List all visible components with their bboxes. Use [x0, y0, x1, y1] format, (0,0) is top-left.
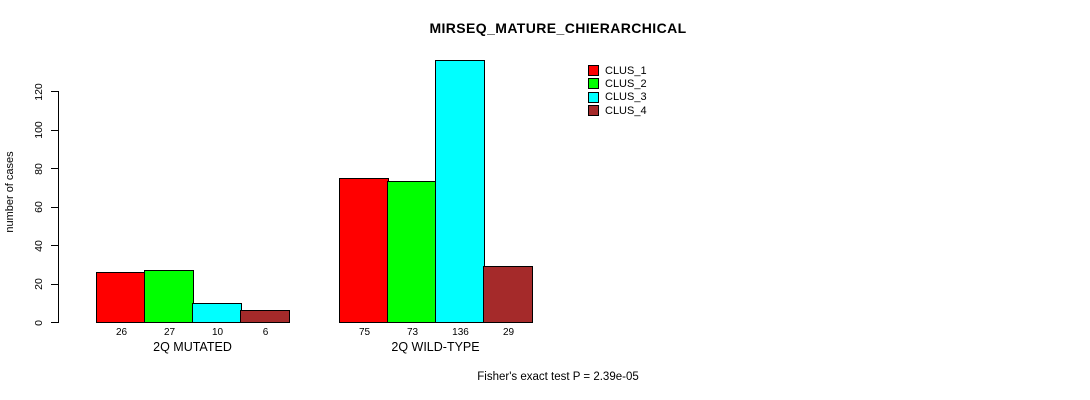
y-axis-tick-label: 0	[33, 319, 45, 326]
legend-item-clus_4: CLUS_4	[588, 104, 647, 117]
y-axis-tick-label: 100	[33, 121, 45, 139]
bar-value-label: 27	[163, 327, 176, 338]
bar-clus_2-2	[387, 181, 437, 323]
bar-clus_4-1	[240, 310, 290, 323]
legend-item-clus_1: CLUS_1	[588, 64, 647, 77]
y-axis-line	[58, 91, 59, 323]
y-axis-tick	[51, 91, 58, 92]
x-axis-group-label: 2Q WILD-TYPE	[391, 340, 480, 354]
y-axis-tick	[51, 129, 58, 131]
bar-value-label: 136	[452, 327, 469, 338]
x-axis-group-label: 2Q MUTATED	[153, 340, 232, 354]
y-axis-tick	[51, 283, 58, 285]
y-axis-tick	[51, 168, 58, 169]
y-axis-tick	[51, 245, 58, 246]
bar-value-label: 29	[502, 327, 515, 338]
legend-item-clus_3: CLUS_3	[588, 91, 647, 104]
bar-value-label: 73	[406, 327, 419, 338]
y-axis-tick-label: 120	[33, 82, 45, 101]
bar-value-label: 10	[211, 327, 224, 338]
bar-value-label: 26	[115, 327, 128, 338]
chart-title: MIRSEQ_MATURE_CHIERARCHICAL	[429, 20, 687, 36]
legend-item-clus_2: CLUS_2	[588, 77, 647, 90]
fisher-test-annotation: Fisher's exact test P = 2.39e-05	[477, 371, 639, 383]
bar-clus_4-2	[483, 266, 533, 323]
y-axis-tick	[51, 322, 58, 323]
legend-swatch-icon	[588, 65, 599, 77]
y-axis-tick	[51, 206, 58, 208]
legend-label: CLUS_3	[605, 91, 647, 104]
bar-value-label: 6	[262, 327, 269, 338]
legend-label: CLUS_4	[605, 104, 647, 117]
bar-clus_1-2	[339, 178, 389, 323]
legend: CLUS_1 CLUS_2 CLUS_3 CLUS_4	[588, 64, 647, 117]
y-axis-tick-label: 20	[33, 278, 45, 290]
bar-clus_3-2	[435, 60, 485, 323]
bar-clus_2-1	[144, 270, 194, 323]
bar-value-label: 75	[358, 327, 371, 338]
legend-swatch-icon	[588, 105, 599, 117]
legend-swatch-icon	[588, 91, 599, 103]
legend-swatch-icon	[588, 78, 599, 90]
y-axis-tick-label: 80	[33, 162, 45, 175]
y-axis-tick-label: 60	[33, 201, 45, 213]
bar-clus_3-1	[192, 303, 242, 323]
y-axis-label: number of cases	[4, 151, 16, 233]
y-axis-tick-label: 40	[33, 239, 45, 252]
legend-label: CLUS_1	[605, 64, 647, 77]
legend-label: CLUS_2	[605, 77, 647, 90]
bar-clus_1-1	[96, 272, 146, 323]
